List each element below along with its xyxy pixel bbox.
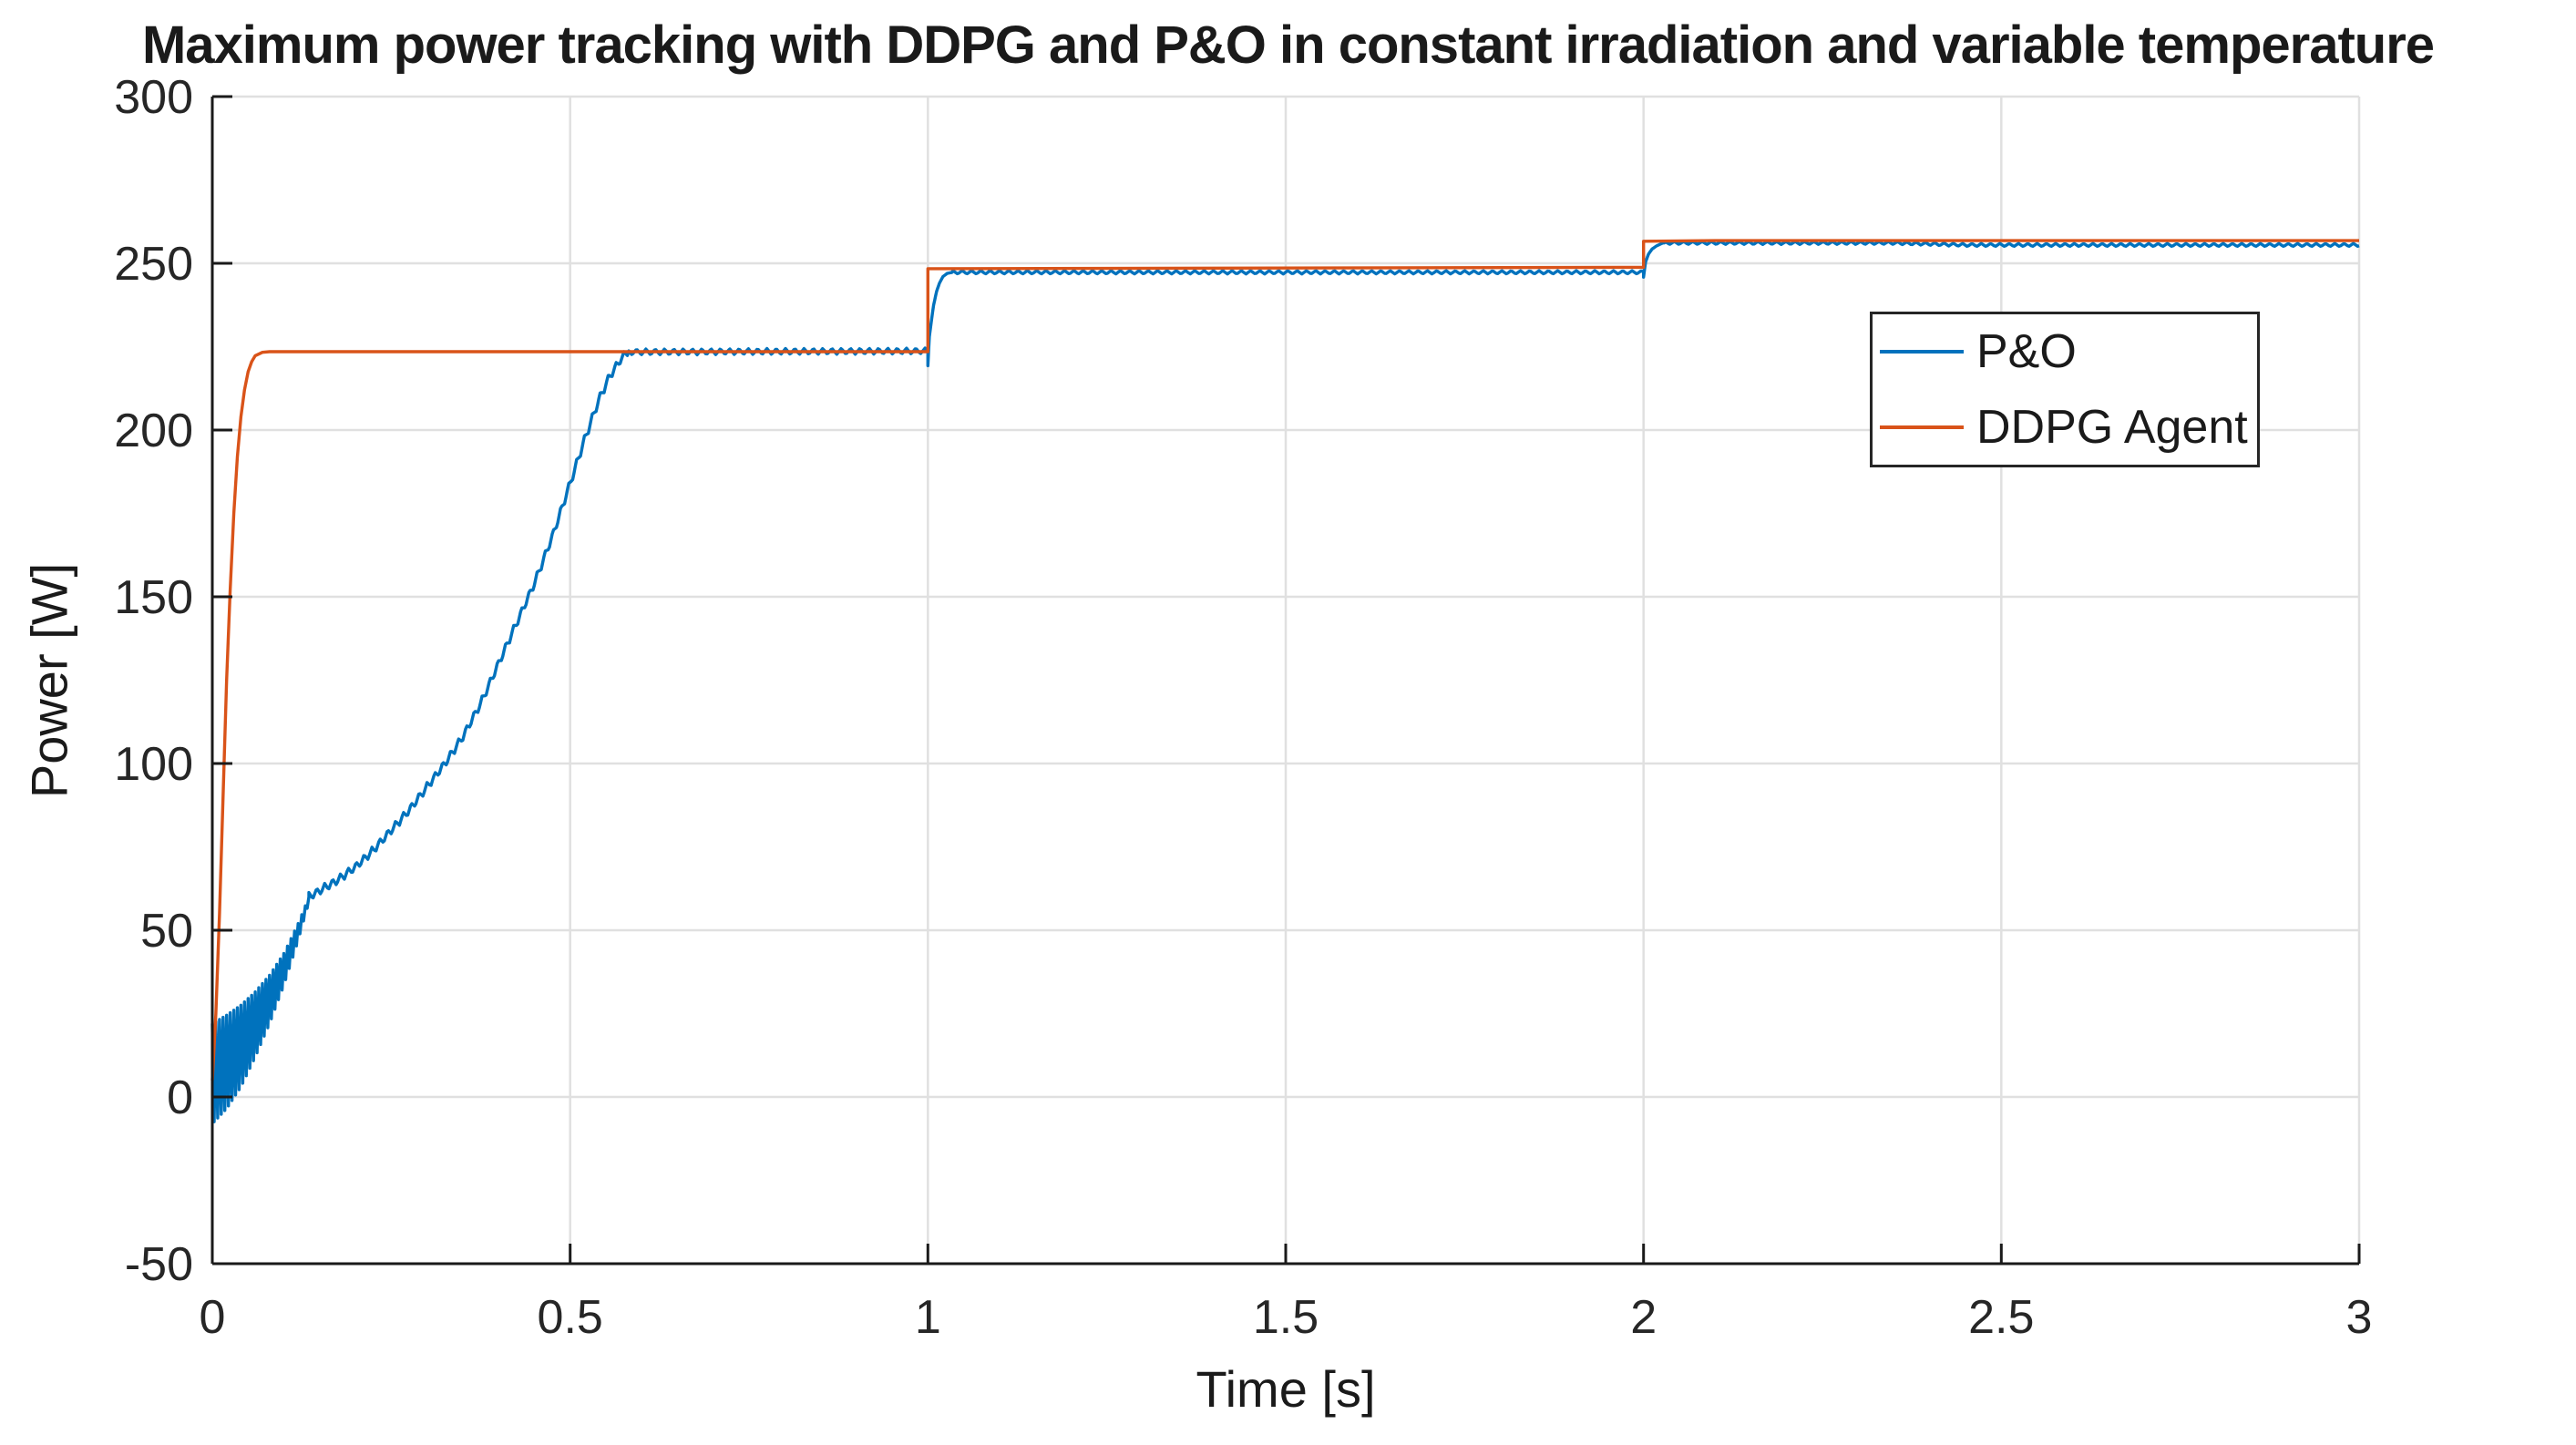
x-tick-label-0.5: 0.5 [538, 1291, 603, 1344]
x-tick-label-0: 0 [200, 1291, 226, 1344]
pando-line-swatch [1880, 350, 1964, 354]
x-tick-label-2.5: 2.5 [1968, 1291, 2034, 1344]
y-axis-label: Power [W] [20, 562, 78, 799]
x-axis-label: Time [s] [1196, 1360, 1376, 1418]
y-tick-label-0: 0 [167, 1071, 193, 1124]
x-tick-label-3: 3 [2346, 1291, 2373, 1344]
legend-item-ddpg: DDPG Agent [1873, 390, 2257, 466]
ddpg-series-line [210, 239, 2359, 1081]
y-tick-label-300: 300 [114, 71, 193, 124]
legend-item-pando: P&O [1873, 314, 2257, 390]
y-tick-label--50: -50 [125, 1238, 193, 1291]
ddpg-line-swatch [1880, 425, 1964, 429]
y-tick-label-200: 200 [114, 405, 193, 457]
y-tick-label-150: 150 [114, 571, 193, 624]
y-tick-label-250: 250 [114, 238, 193, 291]
legend-label-pando: P&O [1976, 325, 2077, 379]
legend-label-ddpg: DDPG Agent [1976, 400, 2248, 454]
chart-title: Maximum power tracking with DDPG and P&O… [141, 15, 2435, 75]
x-tick-label-2: 2 [1630, 1291, 1657, 1344]
x-tick-label-1: 1 [915, 1291, 941, 1344]
y-tick-label-100: 100 [114, 738, 193, 791]
data-series-group [210, 239, 2360, 1123]
y-tick-label-50: 50 [140, 905, 193, 958]
x-tick-label-1.5: 1.5 [1253, 1291, 1319, 1344]
pando-series-line [210, 240, 2360, 1123]
legend: P&O DDPG Agent [1870, 312, 2260, 467]
